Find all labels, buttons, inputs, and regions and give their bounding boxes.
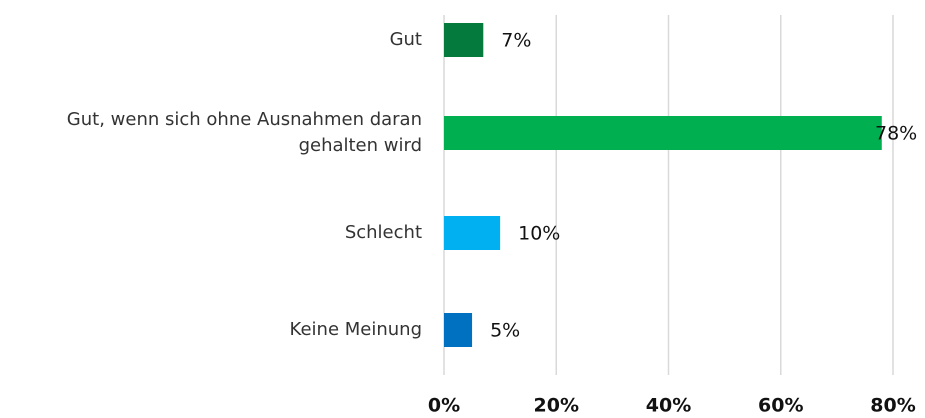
y-tick-label: Gut, wenn sich ohne Ausnahmen daran geha… bbox=[66, 109, 422, 156]
y-tick-label: Schlecht bbox=[344, 222, 422, 243]
x-tick-label: 20% bbox=[534, 395, 579, 417]
x-tick-label: 40% bbox=[646, 395, 691, 417]
bar bbox=[444, 216, 501, 250]
value-label: 7% bbox=[501, 30, 531, 52]
y-tick-label: Gut bbox=[389, 29, 422, 50]
x-tick-label: 80% bbox=[870, 395, 915, 417]
y-tick-label: Keine Meinung bbox=[289, 319, 422, 340]
value-label: 5% bbox=[490, 320, 520, 342]
bar bbox=[444, 116, 882, 150]
value-label: 78% bbox=[875, 123, 917, 145]
value-label: 10% bbox=[518, 223, 560, 245]
bar bbox=[444, 23, 484, 57]
bar bbox=[444, 313, 473, 347]
x-tick-label: 60% bbox=[758, 395, 803, 417]
x-tick-label: 0% bbox=[428, 395, 460, 417]
